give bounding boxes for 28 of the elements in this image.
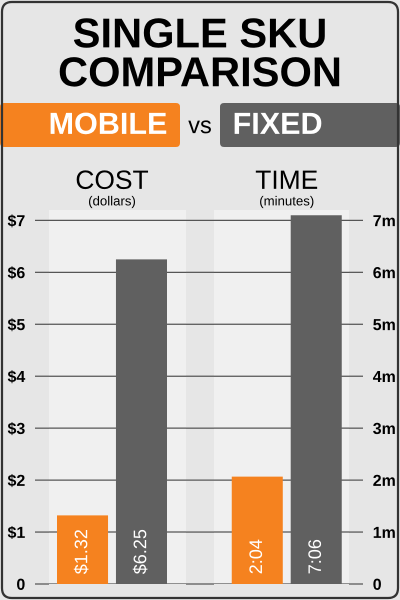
y-tick-label: $5 (8, 318, 25, 332)
text: MOBILE (50, 112, 166, 134)
y-tick-label: 0 (373, 578, 381, 590)
y-tick-label: $2 (8, 474, 25, 488)
y-tick-label: 6m (373, 266, 395, 278)
y-tick-label: 0 (17, 578, 25, 590)
y-tick-label: 1m (374, 526, 395, 538)
chart-title: TIME (256, 170, 318, 189)
y-tick-label: $3 (8, 422, 25, 436)
chart-subtitle: (minutes) (260, 196, 314, 208)
y-tick-label: $6 (8, 266, 25, 280)
y-tick-label: 4m (372, 371, 395, 382)
text: FIXED (234, 112, 322, 134)
chart-title: COST (76, 170, 148, 190)
y-tick-label: $1 (8, 526, 25, 540)
chart-subtitle: (dollars) (88, 196, 136, 208)
y-tick-label: $7 (8, 214, 25, 228)
y-tick-label: 2m (373, 474, 395, 486)
text: vs (188, 120, 211, 134)
data-label: 7:06 (308, 540, 322, 574)
text: SINGLE SKU COMPARISON (60, 18, 340, 87)
y-tick-label: $4 (8, 370, 26, 384)
data-label: $6.25 (132, 530, 148, 574)
data-label: 2:04 (249, 540, 262, 574)
y-tick-label: 3m (373, 422, 395, 434)
y-tick-label: 7m (373, 215, 395, 226)
y-tick-label: 5m (373, 319, 395, 330)
data-label: $1.32 (74, 530, 88, 574)
